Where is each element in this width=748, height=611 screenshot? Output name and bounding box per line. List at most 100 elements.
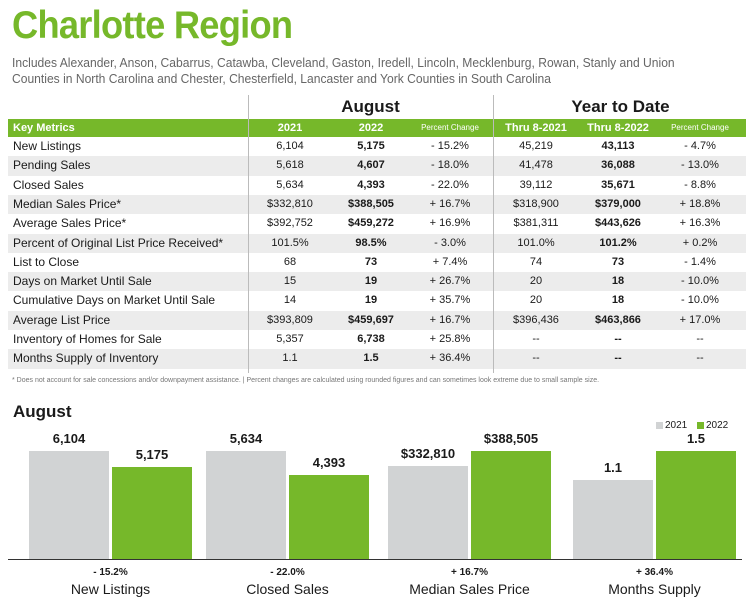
- header-key-metrics: Key Metrics: [13, 122, 75, 134]
- percent-change-ytd: + 16.3%: [679, 217, 721, 230]
- category-label: New Listings: [70, 581, 151, 597]
- percent-change-ytd: - 10.0%: [681, 294, 719, 307]
- percent-change: + 25.8%: [429, 333, 471, 345]
- value-2021: 68: [283, 255, 297, 268]
- metric-label: Average List Price: [13, 312, 111, 327]
- value-2022: $459,272: [348, 217, 394, 230]
- percent-change-ytd: + 17.0%: [679, 313, 721, 326]
- column-divider: [493, 95, 494, 373]
- value-thru-2021: --: [532, 352, 540, 365]
- percent-change-ytd: + 0.2%: [682, 236, 718, 249]
- chart-baseline: [8, 559, 742, 560]
- value-thru-2021: 101.0%: [517, 236, 555, 249]
- value-2022: 5,175: [357, 140, 385, 152]
- section-year-to-date: Year to Date: [571, 97, 670, 116]
- metric-label: Average Sales Price*: [13, 216, 127, 231]
- value-thru-2022: $379,000: [595, 197, 641, 210]
- metric-label: Pending Sales: [13, 158, 91, 173]
- legend-swatch-2022: [697, 421, 704, 429]
- percent-change-ytd: - 8.8%: [684, 178, 716, 191]
- value-thru-2021: --: [532, 333, 540, 345]
- value-thru-2021: 74: [529, 255, 543, 268]
- legend-label-2022: 2022: [706, 420, 729, 431]
- value-2022: 98.5%: [355, 236, 387, 249]
- value-2021: 14: [283, 294, 297, 307]
- bar-value-label: $332,810: [400, 446, 456, 462]
- value-2021: 15: [283, 275, 297, 288]
- bar-value-label: 4,393: [312, 454, 346, 470]
- percent-change: + 35.7%: [429, 294, 471, 307]
- table-row: List to Close 68 73 + 7.4% 74 73 - 1.4%: [8, 253, 746, 272]
- value-thru-2022: $463,866: [595, 313, 641, 326]
- table-row: Inventory of Homes for Sale 5,357 6,738 + 2…: [8, 330, 746, 349]
- bar-value-label: 5,634: [229, 431, 263, 446]
- percent-change: - 15.2%: [431, 140, 469, 152]
- metric-label: Days on Market Until Sale: [13, 274, 152, 289]
- value-2022: $459,697: [348, 313, 394, 326]
- table-row: Average Sales Price* $392,752 $459,272 + 16…: [8, 214, 746, 233]
- value-thru-2021: $318,900: [513, 197, 559, 210]
- bar-value-label: 1.5: [686, 431, 706, 446]
- value-2022: 4,607: [357, 159, 385, 172]
- value-thru-2022: 18: [611, 294, 625, 307]
- category-label: Median Sales Price: [409, 581, 530, 597]
- header-2022: 2022: [358, 122, 384, 134]
- value-2021: $332,810: [267, 197, 313, 210]
- header-percent-change-ytd: Percent Change: [671, 123, 729, 132]
- metric-label: Inventory of Homes for Sale: [13, 332, 162, 346]
- legend-swatch-2021: [656, 421, 663, 429]
- group-percent-change: + 36.4%: [636, 567, 673, 578]
- metric-label: Closed Sales: [13, 177, 84, 192]
- value-2021: 101.5%: [271, 236, 309, 249]
- metric-label: Median Sales Price*: [13, 196, 122, 211]
- value-2021: 6,104: [276, 140, 304, 152]
- header-percent-change: Percent Change: [421, 123, 479, 132]
- percent-change: + 16.7%: [429, 313, 471, 326]
- group-percent-change: + 16.7%: [451, 567, 488, 578]
- table-row: Average List Price $393,809 $459,697 + 16.7…: [8, 310, 746, 330]
- legend-2021: 2021: [656, 420, 687, 431]
- percent-change: + 16.9%: [429, 217, 471, 230]
- page-subtitle: Includes Alexander, Anson, Cabarrus, Cat…: [12, 55, 675, 86]
- bar-value-label: 1.1: [603, 459, 623, 475]
- metric-label: List to Close: [13, 254, 80, 269]
- legend-label-2021: 2021: [665, 420, 688, 431]
- value-thru-2022: 73: [611, 255, 625, 268]
- metric-label: Months Supply of Inventory: [13, 351, 159, 366]
- value-thru-2021: 45,219: [519, 140, 553, 152]
- value-2021: $392,752: [267, 217, 313, 230]
- value-2022: 6,738: [357, 333, 385, 345]
- bar-2022: [471, 451, 551, 559]
- group-percent-change: - 15.2%: [93, 567, 128, 578]
- chart-title: August: [13, 402, 72, 421]
- value-2021: 5,618: [276, 159, 304, 172]
- group-percent-change: - 22.0%: [270, 567, 305, 578]
- bar-2022: [656, 451, 736, 559]
- table-row: Median Sales Price* $332,810 $388,505 + 16.…: [8, 194, 746, 215]
- bar-2021: [29, 451, 109, 559]
- percent-change: + 26.7%: [429, 275, 471, 288]
- page-title: Charlotte Region: [12, 4, 293, 47]
- percent-change: - 3.0%: [434, 236, 466, 249]
- table-row: Cumulative Days on Market Until Sale 14 19…: [8, 291, 746, 310]
- bar-value-label: $388,505: [483, 431, 539, 446]
- value-2022: 19: [364, 275, 378, 288]
- category-label: Closed Sales: [246, 581, 329, 597]
- bar-2021: [388, 466, 468, 559]
- table-row: Closed Sales 5,634 4,393 - 22.0% 39,112 35,67…: [8, 176, 746, 195]
- percent-change: + 36.4%: [429, 352, 471, 365]
- metric-label: New Listings: [13, 139, 82, 153]
- value-2022: 4,393: [357, 178, 385, 191]
- value-2021: $393,809: [267, 313, 313, 326]
- header-2021: 2021: [277, 122, 303, 134]
- value-2021: 1.1: [282, 352, 298, 365]
- table-row: Days on Market Until Sale 15 19 + 26.7% 20 18…: [8, 272, 746, 292]
- table-row: Pending Sales 5,618 4,607 - 18.0% 41,478 36,0…: [8, 156, 746, 176]
- footnote: * Does not account for sale concessions …: [12, 377, 600, 384]
- percent-change-ytd: + 18.8%: [679, 197, 721, 210]
- percent-change-ytd: --: [696, 352, 704, 365]
- table-header-row: Key Metrics 2021 2022 Percent Change Thr…: [8, 119, 746, 137]
- value-2022: $388,505: [348, 197, 394, 210]
- metric-label: Percent of Original List Price Received*: [13, 235, 224, 250]
- bar-value-label: 5,175: [135, 447, 169, 463]
